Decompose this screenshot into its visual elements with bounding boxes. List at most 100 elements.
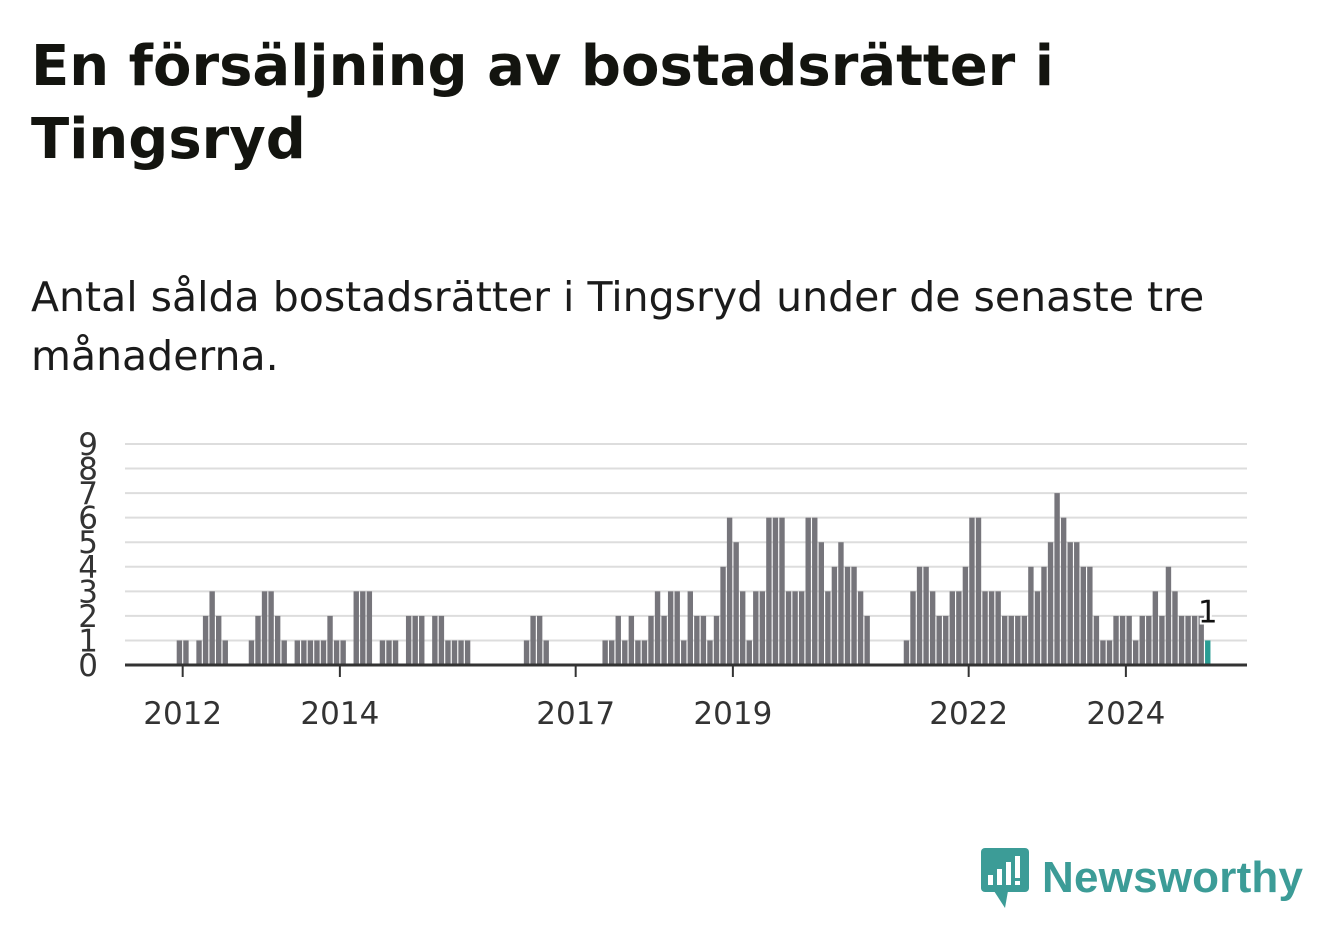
bar (936, 615, 942, 665)
bar (432, 615, 438, 665)
bar (667, 591, 674, 665)
bar (216, 615, 222, 665)
bar (1080, 566, 1086, 665)
bar (464, 640, 471, 665)
bar (366, 591, 373, 665)
x-axis-ticks: 2012 2014 2017 2019 2022 2024 (143, 665, 1165, 732)
x-tick-label: 2012 (143, 696, 222, 732)
bar (307, 640, 314, 665)
y-tick-label: 8 (78, 452, 98, 488)
bar (759, 591, 766, 665)
bar (1028, 566, 1034, 665)
x-tick-label: 2017 (536, 696, 615, 732)
bar (386, 640, 392, 665)
bar (740, 591, 746, 665)
highlighted-bar (1205, 640, 1211, 665)
bar (864, 615, 870, 665)
bar (772, 517, 779, 665)
bar (694, 615, 700, 665)
bar (923, 566, 929, 665)
bar (1172, 591, 1178, 665)
chart-subtitle: Antal sålda bostadsrätter i Tingsryd und… (31, 273, 1205, 380)
bar (261, 591, 268, 665)
bar (726, 517, 733, 665)
bar (340, 640, 346, 665)
bar (812, 517, 818, 665)
bar (1178, 615, 1185, 665)
y-tick-label: 0 (78, 648, 98, 684)
bar (943, 615, 949, 665)
bar (1191, 615, 1198, 665)
bar (301, 640, 307, 665)
bar (438, 615, 445, 665)
bar (1165, 566, 1172, 665)
bar (798, 591, 805, 665)
bar (916, 566, 923, 665)
bars (176, 493, 1211, 665)
bar (1152, 591, 1159, 665)
bar (294, 640, 300, 665)
bar (451, 640, 458, 665)
bar (733, 542, 739, 665)
y-tick-label: 3 (78, 574, 98, 610)
bar (523, 640, 530, 665)
bar (825, 591, 831, 665)
bar (1054, 493, 1060, 665)
bar (1093, 615, 1100, 665)
y-tick-label: 7 (78, 476, 98, 512)
bar (707, 640, 713, 665)
bar (654, 591, 661, 665)
x-tick-label: 2024 (1086, 696, 1165, 732)
bar (1139, 615, 1145, 665)
bar (700, 615, 707, 665)
bar (360, 591, 366, 665)
bar (713, 615, 720, 665)
bar (995, 591, 1001, 665)
bar (661, 615, 667, 665)
bar (962, 566, 969, 665)
bar (274, 615, 281, 665)
bar (458, 640, 464, 665)
bar (687, 591, 693, 665)
bar (831, 566, 838, 665)
bar (314, 640, 320, 665)
bar (857, 591, 864, 665)
bar (910, 591, 916, 665)
bar (255, 615, 261, 665)
bar (975, 517, 982, 665)
bar (615, 615, 621, 665)
bar (720, 566, 726, 665)
bar (379, 640, 386, 665)
bar (1126, 615, 1132, 665)
bar (648, 615, 654, 665)
bar (982, 591, 988, 665)
bar (622, 640, 628, 665)
bar (956, 591, 962, 665)
bar (1113, 615, 1119, 665)
bar (1185, 615, 1191, 665)
y-tick-label: 2 (78, 599, 98, 635)
bar (1047, 542, 1054, 665)
last-value-label: 1 (1198, 594, 1218, 630)
bar (412, 615, 418, 665)
bar (1119, 615, 1126, 665)
bar (753, 591, 759, 665)
x-tick-label: 2022 (929, 696, 1008, 732)
bar (929, 591, 936, 665)
bar (1015, 615, 1021, 665)
bar (988, 591, 995, 665)
bar (1106, 640, 1113, 665)
bar (805, 517, 811, 665)
x-tick-label: 2019 (693, 696, 772, 732)
brand-name: Newsworthy (1042, 853, 1304, 902)
bar (202, 615, 209, 665)
bar (674, 591, 680, 665)
bar (602, 640, 608, 665)
bar (844, 566, 851, 665)
bar (183, 640, 189, 665)
bar (641, 640, 648, 665)
bar (609, 640, 615, 665)
bar (766, 517, 772, 665)
